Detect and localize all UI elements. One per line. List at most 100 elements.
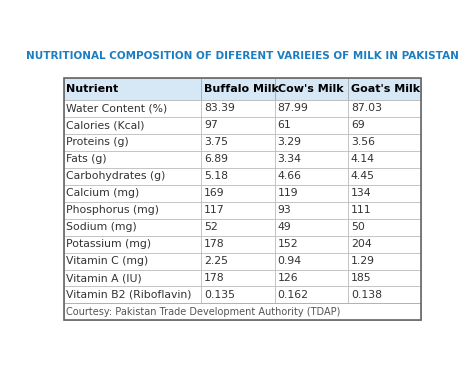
Text: 61: 61 bbox=[278, 120, 291, 130]
Text: 4.14: 4.14 bbox=[351, 154, 375, 164]
Bar bbox=[275, 219, 348, 236]
Bar bbox=[63, 151, 201, 168]
Text: 1.29: 1.29 bbox=[351, 256, 375, 266]
Bar bbox=[275, 151, 348, 168]
Text: 87.03: 87.03 bbox=[351, 103, 382, 113]
Text: Courtesy: Pakistan Trade Development Authority (TDAP): Courtesy: Pakistan Trade Development Aut… bbox=[66, 307, 341, 317]
Bar bbox=[275, 286, 348, 304]
Text: 178: 178 bbox=[204, 239, 225, 249]
Text: Cow's Milk: Cow's Milk bbox=[278, 84, 343, 94]
Text: 0.138: 0.138 bbox=[351, 290, 382, 300]
Bar bbox=[275, 134, 348, 151]
Text: Sodium (mg): Sodium (mg) bbox=[66, 222, 137, 232]
Text: NUTRITIONAL COMPOSITION OF DIFERENT VARIEIES OF MILK IN PAKISTAN: NUTRITIONAL COMPOSITION OF DIFERENT VARI… bbox=[26, 51, 459, 61]
Bar bbox=[63, 219, 201, 236]
Text: Goat's Milk: Goat's Milk bbox=[351, 84, 420, 94]
Bar bbox=[63, 185, 201, 202]
Bar bbox=[63, 269, 201, 286]
Text: 178: 178 bbox=[204, 273, 225, 283]
Bar bbox=[275, 236, 348, 252]
Bar bbox=[63, 134, 201, 151]
Text: 152: 152 bbox=[278, 239, 298, 249]
Bar bbox=[63, 304, 421, 321]
Text: 87.99: 87.99 bbox=[278, 103, 308, 113]
Bar bbox=[201, 78, 275, 100]
Bar bbox=[201, 219, 275, 236]
Text: 6.89: 6.89 bbox=[204, 154, 228, 164]
Bar bbox=[348, 202, 421, 219]
Text: 50: 50 bbox=[351, 222, 365, 232]
Bar bbox=[201, 151, 275, 168]
Text: Buffalo Milk: Buffalo Milk bbox=[204, 84, 279, 94]
Bar bbox=[348, 78, 421, 100]
Bar bbox=[201, 236, 275, 252]
Bar bbox=[275, 117, 348, 134]
Bar bbox=[348, 185, 421, 202]
Text: Water Content (%): Water Content (%) bbox=[66, 103, 168, 113]
Text: 5.18: 5.18 bbox=[204, 171, 228, 181]
Bar bbox=[201, 202, 275, 219]
Text: Calcium (mg): Calcium (mg) bbox=[66, 188, 140, 198]
Text: 97: 97 bbox=[204, 120, 218, 130]
Text: Fats (g): Fats (g) bbox=[66, 154, 107, 164]
Bar bbox=[201, 168, 275, 185]
Text: Potassium (mg): Potassium (mg) bbox=[66, 239, 151, 249]
Bar bbox=[63, 78, 201, 100]
Text: 83.39: 83.39 bbox=[204, 103, 235, 113]
Bar bbox=[63, 100, 201, 117]
Text: 3.34: 3.34 bbox=[278, 154, 302, 164]
Bar bbox=[275, 269, 348, 286]
Text: 49: 49 bbox=[278, 222, 291, 232]
Bar bbox=[63, 78, 421, 321]
Bar bbox=[348, 117, 421, 134]
Bar bbox=[275, 78, 348, 100]
Text: 126: 126 bbox=[278, 273, 298, 283]
Text: 0.135: 0.135 bbox=[204, 290, 235, 300]
Bar bbox=[201, 134, 275, 151]
Text: 2.25: 2.25 bbox=[204, 256, 228, 266]
Text: 111: 111 bbox=[351, 205, 371, 215]
Text: 119: 119 bbox=[278, 188, 298, 198]
Bar bbox=[348, 100, 421, 117]
Bar bbox=[63, 168, 201, 185]
Bar bbox=[275, 202, 348, 219]
Text: 4.45: 4.45 bbox=[351, 171, 375, 181]
Text: 69: 69 bbox=[351, 120, 365, 130]
Bar bbox=[201, 269, 275, 286]
Bar bbox=[201, 185, 275, 202]
Bar bbox=[201, 286, 275, 304]
Text: 169: 169 bbox=[204, 188, 225, 198]
Text: Nutrient: Nutrient bbox=[66, 84, 119, 94]
Text: 3.29: 3.29 bbox=[278, 137, 302, 147]
Bar bbox=[275, 168, 348, 185]
Text: 93: 93 bbox=[278, 205, 291, 215]
Text: Calories (Kcal): Calories (Kcal) bbox=[66, 120, 145, 130]
Bar bbox=[63, 286, 201, 304]
Text: Vitamin A (IU): Vitamin A (IU) bbox=[66, 273, 142, 283]
Bar bbox=[348, 134, 421, 151]
Bar bbox=[63, 117, 201, 134]
Text: 3.75: 3.75 bbox=[204, 137, 228, 147]
Text: Carbohydrates (g): Carbohydrates (g) bbox=[66, 171, 166, 181]
Bar bbox=[348, 236, 421, 252]
Text: 3.56: 3.56 bbox=[351, 137, 375, 147]
Bar bbox=[348, 168, 421, 185]
Bar bbox=[275, 100, 348, 117]
Text: Vitamin C (mg): Vitamin C (mg) bbox=[66, 256, 149, 266]
Bar bbox=[348, 286, 421, 304]
Bar bbox=[275, 252, 348, 269]
Bar bbox=[348, 219, 421, 236]
Text: 4.66: 4.66 bbox=[278, 171, 302, 181]
Bar bbox=[63, 236, 201, 252]
Bar bbox=[201, 252, 275, 269]
Text: 0.94: 0.94 bbox=[278, 256, 302, 266]
Text: Vitamin B2 (Riboflavin): Vitamin B2 (Riboflavin) bbox=[66, 290, 192, 300]
Text: 117: 117 bbox=[204, 205, 225, 215]
Bar bbox=[275, 185, 348, 202]
Bar bbox=[348, 269, 421, 286]
Bar bbox=[348, 151, 421, 168]
Bar bbox=[63, 252, 201, 269]
Bar bbox=[63, 202, 201, 219]
Bar bbox=[348, 252, 421, 269]
Text: Phosphorus (mg): Phosphorus (mg) bbox=[66, 205, 159, 215]
